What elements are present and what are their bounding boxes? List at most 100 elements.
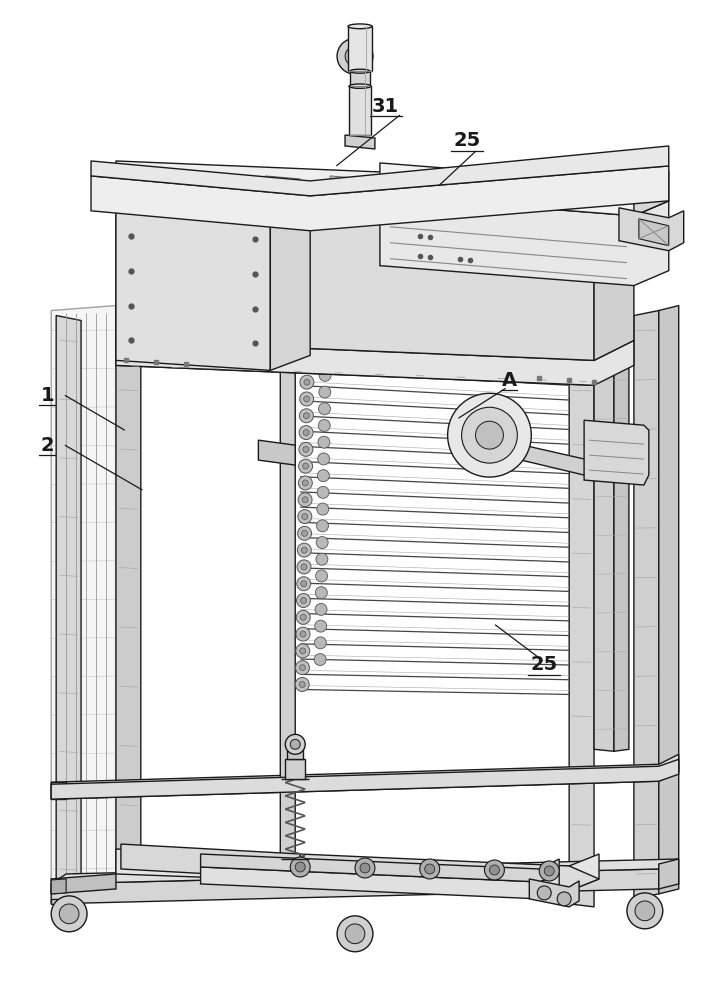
Polygon shape xyxy=(619,208,684,251)
Circle shape xyxy=(537,886,552,900)
Circle shape xyxy=(315,620,326,632)
Polygon shape xyxy=(51,879,66,894)
Circle shape xyxy=(319,369,331,381)
Polygon shape xyxy=(91,166,669,231)
Circle shape xyxy=(355,858,375,878)
Polygon shape xyxy=(287,744,303,759)
Circle shape xyxy=(316,520,329,532)
Polygon shape xyxy=(116,849,599,891)
Polygon shape xyxy=(51,899,66,904)
Text: 31: 31 xyxy=(372,97,399,116)
Circle shape xyxy=(296,610,310,624)
Circle shape xyxy=(318,436,330,448)
Polygon shape xyxy=(479,435,589,475)
Circle shape xyxy=(557,892,571,906)
Circle shape xyxy=(299,426,313,440)
Polygon shape xyxy=(634,171,669,216)
Polygon shape xyxy=(51,782,66,799)
Polygon shape xyxy=(51,869,659,904)
Circle shape xyxy=(627,893,663,929)
Circle shape xyxy=(337,916,373,952)
Circle shape xyxy=(316,570,328,582)
Circle shape xyxy=(316,503,329,515)
Circle shape xyxy=(300,358,314,372)
Circle shape xyxy=(290,857,310,877)
Circle shape xyxy=(302,497,308,503)
Circle shape xyxy=(302,514,308,520)
Polygon shape xyxy=(116,171,310,201)
Polygon shape xyxy=(51,759,679,799)
Circle shape xyxy=(299,459,313,473)
Polygon shape xyxy=(530,879,579,907)
Circle shape xyxy=(301,581,307,587)
Text: 25: 25 xyxy=(453,131,481,150)
Ellipse shape xyxy=(349,84,371,88)
Circle shape xyxy=(300,631,306,637)
Circle shape xyxy=(297,526,312,540)
Circle shape xyxy=(285,734,305,754)
Polygon shape xyxy=(116,191,270,370)
Circle shape xyxy=(316,553,328,565)
Circle shape xyxy=(296,644,309,658)
Circle shape xyxy=(299,409,314,423)
Polygon shape xyxy=(51,874,116,894)
Circle shape xyxy=(299,648,306,654)
Circle shape xyxy=(303,430,309,436)
Circle shape xyxy=(297,594,311,607)
Polygon shape xyxy=(91,146,669,196)
Circle shape xyxy=(59,904,79,924)
Circle shape xyxy=(298,476,312,490)
Ellipse shape xyxy=(348,24,372,29)
Circle shape xyxy=(304,379,310,385)
Circle shape xyxy=(447,393,531,477)
Polygon shape xyxy=(594,216,634,360)
Polygon shape xyxy=(584,420,649,485)
Ellipse shape xyxy=(350,69,370,73)
Circle shape xyxy=(299,681,305,687)
Polygon shape xyxy=(300,854,599,891)
Circle shape xyxy=(360,863,370,873)
Circle shape xyxy=(317,470,329,482)
Text: 25: 25 xyxy=(531,655,558,674)
Circle shape xyxy=(302,463,309,469)
Text: A: A xyxy=(501,371,517,390)
Polygon shape xyxy=(395,176,430,189)
Polygon shape xyxy=(285,759,305,779)
Polygon shape xyxy=(116,306,141,894)
Polygon shape xyxy=(459,176,494,189)
Polygon shape xyxy=(614,362,629,751)
Polygon shape xyxy=(594,363,614,751)
Circle shape xyxy=(462,407,518,463)
Polygon shape xyxy=(121,844,300,879)
Polygon shape xyxy=(200,176,236,189)
Circle shape xyxy=(314,654,326,666)
Circle shape xyxy=(319,420,330,431)
Circle shape xyxy=(345,924,365,944)
Polygon shape xyxy=(116,340,634,385)
Polygon shape xyxy=(51,859,679,884)
Polygon shape xyxy=(51,754,679,799)
Polygon shape xyxy=(659,306,679,894)
Polygon shape xyxy=(569,367,594,907)
Polygon shape xyxy=(116,332,594,385)
Polygon shape xyxy=(56,316,81,899)
Circle shape xyxy=(420,859,440,879)
Polygon shape xyxy=(345,135,375,149)
Circle shape xyxy=(299,442,313,456)
Circle shape xyxy=(296,627,310,641)
Circle shape xyxy=(300,614,307,620)
Polygon shape xyxy=(280,318,295,857)
Circle shape xyxy=(295,661,309,675)
Circle shape xyxy=(316,537,329,549)
Polygon shape xyxy=(349,86,371,135)
Polygon shape xyxy=(258,440,295,465)
Polygon shape xyxy=(200,854,559,882)
Polygon shape xyxy=(116,161,634,221)
Polygon shape xyxy=(330,176,365,189)
Circle shape xyxy=(314,637,326,649)
Circle shape xyxy=(297,577,311,591)
Circle shape xyxy=(319,386,331,398)
Circle shape xyxy=(345,46,365,66)
Polygon shape xyxy=(639,219,669,246)
Circle shape xyxy=(297,543,312,557)
